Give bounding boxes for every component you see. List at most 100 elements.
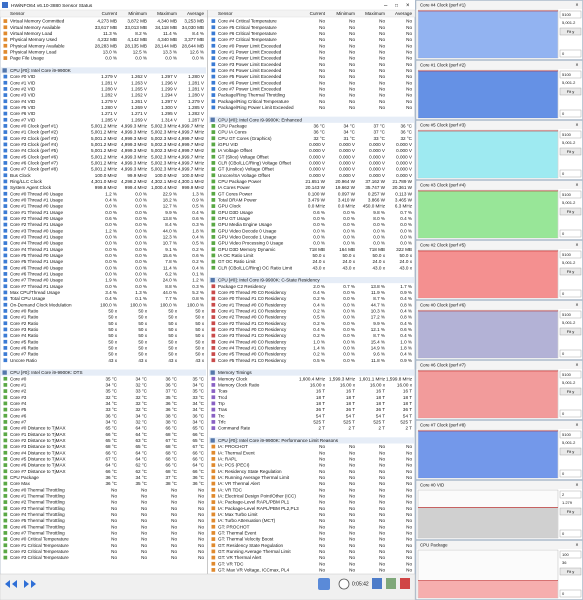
sensor-label[interactable]: Core #1 Thread #0 Usage bbox=[10, 204, 63, 209]
sensor-label[interactable]: Core #5 Critical Temperature bbox=[218, 25, 277, 30]
sensor-label[interactable]: CPU Package Power bbox=[218, 179, 262, 184]
sensor-label[interactable]: Total DRAM Power bbox=[218, 197, 257, 202]
sensor-label[interactable]: Core #6 Thread #0 Usage bbox=[10, 265, 63, 270]
fit-button[interactable] bbox=[559, 267, 582, 276]
sensor-label[interactable]: Core #5 Clock (perf #6) bbox=[10, 154, 58, 159]
sensor-label[interactable]: GT Cores Power bbox=[218, 191, 253, 196]
sensor-label[interactable]: Core Max bbox=[10, 481, 31, 486]
sensor-label[interactable]: Core #3 bbox=[10, 395, 27, 400]
sensor-label[interactable]: Core #1 Thermal Throttling bbox=[10, 493, 65, 498]
sensor-label[interactable]: Uncore/SA Voltage Offset bbox=[218, 173, 271, 178]
sensor-label[interactable]: Core #1 Thread #1 C0 Residency bbox=[218, 308, 287, 313]
close-button[interactable]: × bbox=[406, 3, 410, 9]
sensor-label[interactable]: Virtual Memory Available bbox=[10, 25, 61, 30]
graph-close[interactable]: × bbox=[576, 3, 579, 9]
sensor-label[interactable]: Core #2 Clock (perf #3) bbox=[10, 136, 58, 141]
sensor-label[interactable]: Core #6 VID bbox=[10, 111, 36, 116]
sensor-label[interactable]: Core #0 Thermal Throttling bbox=[10, 487, 65, 492]
sensor-label[interactable]: Core #3 Thread #0 Usage bbox=[10, 228, 63, 233]
sensor-label[interactable]: Trc bbox=[218, 413, 225, 418]
sensor-label[interactable]: Core #0 Critical Temperature bbox=[10, 537, 69, 542]
sensor-label[interactable]: Core #4 Clock (perf #5) bbox=[10, 148, 58, 153]
graph-close[interactable]: × bbox=[576, 243, 579, 249]
sensor-label[interactable]: GPU Video Decode 1 Usage bbox=[218, 234, 277, 239]
sensor-label[interactable]: Command Rate bbox=[218, 426, 251, 431]
sensor-label[interactable]: Core #3 Thermal Throttling bbox=[10, 506, 65, 511]
sensor-label[interactable]: CPU Package bbox=[10, 475, 39, 480]
fit-button[interactable] bbox=[559, 387, 582, 396]
sensor-label[interactable]: Memory Clock bbox=[218, 376, 248, 381]
graph-close[interactable]: × bbox=[576, 483, 579, 489]
sensor-label[interactable]: Core #4 Thread #1 C0 Residency bbox=[218, 345, 287, 350]
sensor-label[interactable]: Physical Memory Available bbox=[10, 43, 65, 48]
sensor-label[interactable]: Core #0 Thread #1 C0 Residency bbox=[218, 296, 287, 301]
sensor-label[interactable]: GT: VR Thermal Alert bbox=[218, 555, 262, 560]
fit-button-label[interactable]: Fit y bbox=[567, 389, 575, 394]
fit-button[interactable] bbox=[559, 147, 582, 156]
sensor-label[interactable]: Core #3 Power Limit Exceeded bbox=[218, 62, 282, 67]
sensor-label[interactable]: Core #6 Power Limit Exceeded bbox=[218, 80, 282, 85]
fit-button-label[interactable]: Fit y bbox=[567, 509, 575, 514]
sensor-label[interactable]: IA Voltage Offset bbox=[218, 148, 253, 153]
sensor-label[interactable]: Core #2 Distance to TjMAX bbox=[10, 438, 66, 443]
sensor-label[interactable]: Core #1 Critical Temperature bbox=[10, 543, 69, 548]
sensor-label[interactable]: Package/Ring Critical Temperature bbox=[218, 99, 289, 104]
sensor-label[interactable]: Core #3 Ratio bbox=[10, 327, 39, 332]
sensor-label[interactable]: Core #7 Thermal Throttling bbox=[10, 530, 65, 535]
sensor-label[interactable]: Core #3 Thread #0 C0 Residency bbox=[218, 327, 287, 332]
sensor-label[interactable]: Core #5 bbox=[10, 407, 27, 412]
sensor-label[interactable]: GT: Residency State Regulation bbox=[218, 543, 284, 548]
sensor-label[interactable]: Core #6 Critical Temperature bbox=[218, 31, 277, 36]
sensor-label[interactable]: GT: Thermal Velocity Boost bbox=[218, 537, 274, 542]
sensor-label[interactable]: Core #4 Thread #0 Usage bbox=[10, 241, 63, 246]
sensor-label[interactable]: Core #1 Distance to TjMAX bbox=[10, 432, 66, 437]
sensor-label[interactable]: Uncore Ratio bbox=[10, 358, 37, 363]
sensor-label[interactable]: Core #3 VID bbox=[10, 93, 36, 98]
sensor-label[interactable]: CPU GT Cores (Graphics) bbox=[218, 136, 272, 141]
graph-close[interactable]: × bbox=[576, 63, 579, 69]
sensor-label[interactable]: Core #5 Thread #0 Usage bbox=[10, 253, 63, 258]
graph-close[interactable]: × bbox=[576, 123, 579, 129]
sensor-label[interactable]: Page File Usage bbox=[10, 56, 44, 61]
sensor-label[interactable]: Core #0 bbox=[10, 376, 27, 381]
fit-button-label[interactable]: Fit y bbox=[567, 329, 575, 334]
sensor-label[interactable]: IA: Package-Level RAPL/PBM PL2,PL3 bbox=[218, 506, 299, 511]
log-button[interactable] bbox=[386, 578, 396, 589]
sensor-label[interactable]: Core #5 Thread #1 Usage bbox=[10, 259, 63, 264]
sensor-label[interactable]: Core #4 bbox=[10, 401, 27, 406]
sensor-label[interactable]: Core #5 Thread #1 C0 Residency bbox=[218, 358, 287, 363]
fit-button-label[interactable]: Fit y bbox=[567, 89, 575, 94]
sensor-label[interactable]: IA: Residency State Regulation bbox=[218, 469, 282, 474]
sensor-label[interactable]: Core #6 Ratio bbox=[10, 345, 39, 350]
minimize-button[interactable]: – bbox=[384, 3, 388, 9]
sensor-label[interactable]: Core #4 Power Limit Exceeded bbox=[218, 68, 282, 73]
sensor-label[interactable]: GT: Max VR Voltage, ICCmax, PL4 bbox=[218, 567, 290, 572]
sensor-label[interactable]: Core #0 Distance to TjMAX bbox=[10, 426, 66, 431]
sensor-label[interactable]: GPU Clock bbox=[218, 204, 241, 209]
sensor-label[interactable]: Core #6 Thread #1 Usage bbox=[10, 271, 63, 276]
sensor-label[interactable]: Core #7 Clock (perf #8) bbox=[10, 167, 58, 172]
fit-button-label[interactable]: Fit y bbox=[567, 269, 575, 274]
sensor-label[interactable]: Core #0 Thread #1 Usage bbox=[10, 197, 63, 202]
sensor-label[interactable]: Core #3 Thread #1 C0 Residency bbox=[218, 333, 287, 338]
sensor-label[interactable]: GPU GT Usage bbox=[218, 216, 251, 221]
sensor-label[interactable]: Core #7 Critical Temperature bbox=[218, 37, 277, 42]
fit-button[interactable] bbox=[559, 87, 582, 96]
sensor-label[interactable]: IA: Electrical Design Point/Other (ICC) bbox=[218, 493, 296, 498]
sensor-label[interactable]: Trp bbox=[218, 401, 225, 406]
sensor-label[interactable]: Core #0 Thread #0 C0 Residency bbox=[218, 290, 287, 295]
sensor-label[interactable]: Core #5 Thermal Throttling bbox=[10, 518, 65, 523]
sensor-label[interactable]: IA OC Ratio Limit bbox=[218, 253, 254, 258]
sensor-label[interactable]: GPU Video Processing 0 Usage bbox=[218, 241, 284, 246]
sensor-label[interactable]: GPU Media Engine Usage bbox=[218, 222, 272, 227]
fit-button[interactable] bbox=[559, 567, 582, 576]
sensor-label[interactable]: Package C2 Residency bbox=[218, 284, 266, 289]
sensor-label[interactable]: Core #5 VID bbox=[10, 105, 36, 110]
sensor-label[interactable]: Core #1 Ratio bbox=[10, 315, 39, 320]
sensor-label[interactable]: GPU D3D Memory Dynamic bbox=[218, 247, 276, 252]
sensor-label[interactable]: Core #5 Thread #0 C0 Residency bbox=[218, 352, 287, 357]
fit-button-label[interactable]: Fit y bbox=[567, 569, 575, 574]
sensor-label[interactable]: Core #1 bbox=[10, 382, 27, 387]
sensor-label[interactable]: IA Cores Power bbox=[218, 185, 250, 190]
maximize-button[interactable]: □ bbox=[395, 3, 398, 9]
